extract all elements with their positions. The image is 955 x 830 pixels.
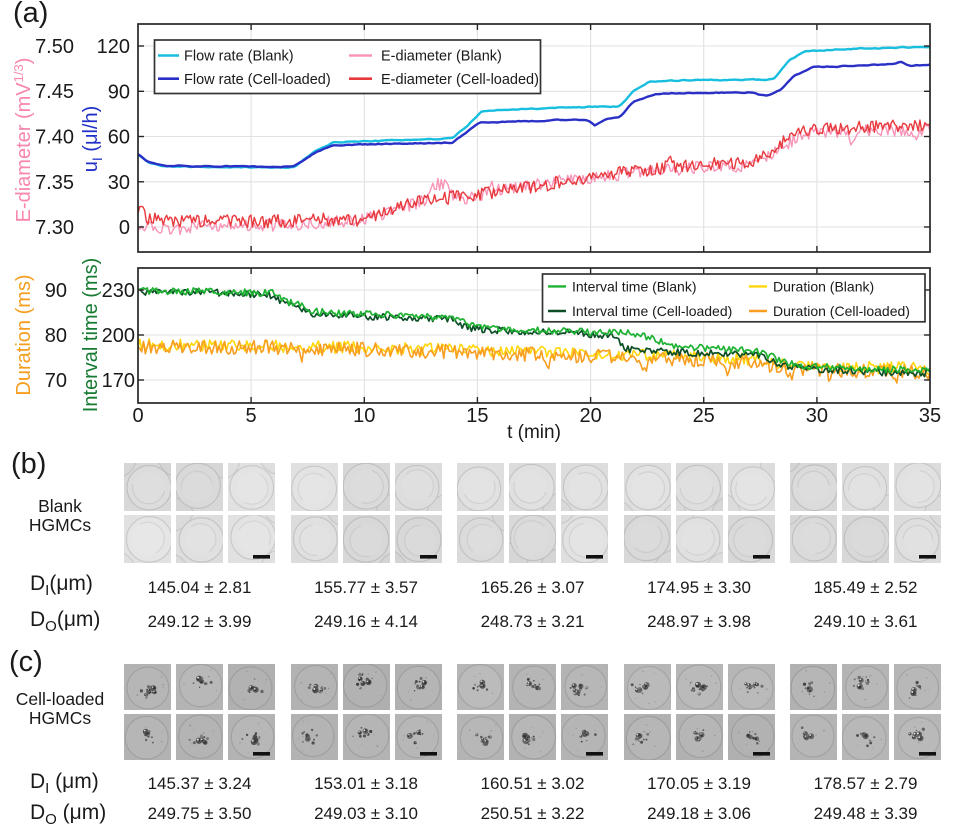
svg-text:30: 30 [806, 405, 828, 427]
svg-text:170: 170 [102, 370, 135, 392]
svg-text:7.50: 7.50 [35, 36, 74, 58]
svg-text:90: 90 [108, 81, 130, 103]
svg-text:10: 10 [353, 405, 375, 427]
svg-text:Interval time (ms): Interval time (ms) [80, 258, 102, 412]
svg-text:20: 20 [579, 405, 601, 427]
svg-text:120: 120 [97, 36, 130, 58]
svg-text:80: 80 [45, 325, 67, 347]
svg-text:Duration (ms): Duration (ms) [13, 274, 35, 395]
svg-text:uI (μl/h): uI (μl/h) [80, 106, 105, 173]
svg-text:Interval time (Blank): Interval time (Blank) [572, 278, 696, 294]
svg-text:7.35: 7.35 [35, 172, 74, 194]
svg-text:Interval time (Cell-loaded): Interval time (Cell-loaded) [572, 303, 732, 319]
svg-text:t (min): t (min) [507, 422, 561, 443]
svg-text:90: 90 [45, 280, 67, 302]
svg-text:7.30: 7.30 [35, 217, 74, 239]
svg-text:Flow rate (Blank): Flow rate (Blank) [184, 49, 294, 65]
svg-text:30: 30 [108, 172, 130, 194]
svg-text:Flow rate (Cell-loaded): Flow rate (Cell-loaded) [184, 72, 331, 88]
svg-text:200: 200 [102, 325, 135, 347]
svg-text:E-diameter (Cell-loaded): E-diameter (Cell-loaded) [381, 72, 539, 88]
svg-text:7.40: 7.40 [35, 127, 74, 149]
svg-text:0: 0 [132, 405, 143, 427]
svg-text:25: 25 [693, 405, 715, 427]
svg-text:5: 5 [246, 405, 257, 427]
svg-text:Duration (Blank): Duration (Blank) [773, 278, 874, 294]
svg-text:E-diameter (mV1/3): E-diameter (mV1/3) [11, 58, 35, 223]
svg-text:15: 15 [466, 405, 488, 427]
svg-text:7.45: 7.45 [35, 81, 74, 103]
svg-text:70: 70 [45, 370, 67, 392]
svg-text:35: 35 [919, 405, 941, 427]
svg-text:60: 60 [108, 127, 130, 149]
svg-text:230: 230 [102, 280, 135, 302]
svg-text:Duration (Cell-loaded): Duration (Cell-loaded) [773, 303, 910, 319]
svg-text:E-diameter (Blank): E-diameter (Blank) [381, 49, 502, 65]
svg-text:0: 0 [119, 217, 130, 239]
